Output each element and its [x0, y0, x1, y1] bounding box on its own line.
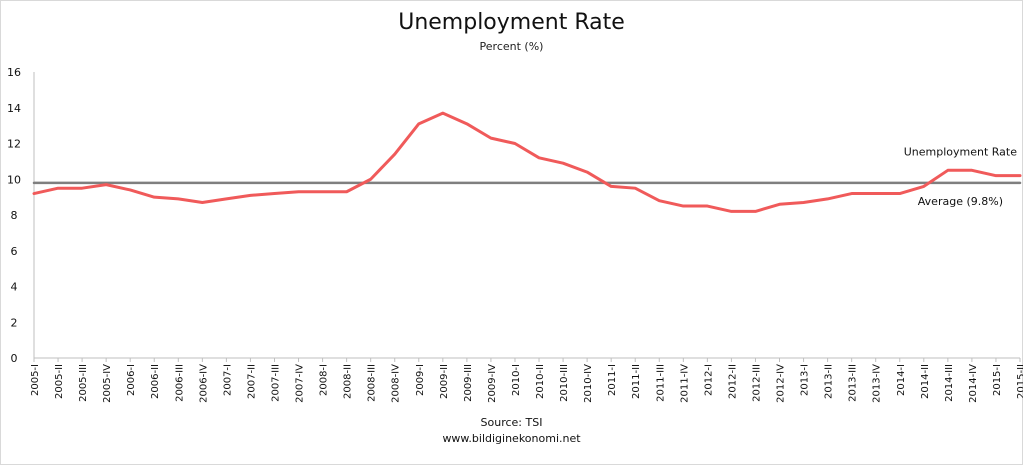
- x-tick-label: 2010-III: [559, 364, 570, 402]
- x-tick-label: 2009-IV: [487, 364, 498, 403]
- x-tick-label: 2011-III: [655, 364, 666, 402]
- unemployment-rate-line: [32, 111, 1022, 213]
- unemployment-rate-label: Unemployment Rate: [904, 146, 1018, 159]
- x-tick-label: 2008-IV: [391, 364, 402, 403]
- y-tick-label: 10: [7, 173, 21, 186]
- x-axis: 2005-I 2005-II 2005-III 2005-IV 2006-I 2006-I…: [30, 357, 1023, 403]
- x-tick-label: 2006-I: [126, 364, 137, 396]
- x-tick-label: 2009-I: [415, 364, 426, 396]
- x-tick-label: 2008-III: [367, 364, 378, 402]
- x-tick-label: 2010-I: [511, 364, 522, 396]
- x-tick-label: 2007-III: [270, 364, 281, 402]
- x-tick-label: 2005-I: [30, 364, 41, 396]
- x-tick-label: 2010-II: [535, 364, 546, 399]
- y-tick-label: 16: [7, 66, 21, 79]
- x-tick-label: 2008-II: [343, 364, 354, 399]
- x-tick-label: 2008-I: [319, 364, 330, 396]
- x-tick-label: 2006-II: [150, 364, 161, 399]
- x-tick-label: 2007-I: [222, 364, 233, 396]
- y-tick-label: 4: [11, 281, 18, 294]
- x-tick-label: 2015-II: [1016, 364, 1023, 399]
- y-tick-label: 2: [11, 316, 18, 329]
- x-tick-label: 2013-IV: [872, 364, 883, 403]
- x-tick-label: 2009-II: [439, 364, 450, 399]
- y-tick-label: 6: [11, 245, 18, 258]
- x-tick-label: 2014-III: [944, 364, 955, 402]
- x-tick-label: 2012-III: [751, 364, 762, 402]
- x-tick-label: 2013-III: [848, 364, 859, 402]
- x-tick-label: 2005-III: [78, 364, 89, 402]
- website-credit: www.bildiginekonomi.net: [442, 432, 581, 445]
- x-tick-label: 2011-I: [607, 364, 618, 396]
- x-tick-label: 2007-IV: [295, 364, 306, 403]
- x-tick-label: 2012-IV: [776, 364, 787, 403]
- x-tick-label: 2015-I: [992, 364, 1003, 396]
- x-tick-label: 2012-I: [703, 364, 714, 396]
- chart-title: Unemployment Rate: [398, 10, 625, 35]
- x-tick-label: 2007-II: [246, 364, 257, 399]
- y-tick-label: 12: [7, 138, 21, 151]
- x-tick-label: 2009-III: [463, 364, 474, 402]
- x-tick-label: 2005-IV: [102, 364, 113, 403]
- source-note: Source: TSI: [480, 416, 543, 429]
- series-labels: Unemployment Rate Average (9.8%): [904, 146, 1018, 208]
- x-tick-label: 2014-IV: [968, 364, 979, 403]
- x-tick-label: 2010-IV: [583, 364, 594, 403]
- x-tick-label: 2013-I: [800, 364, 811, 396]
- x-tick-label: 2011-IV: [679, 364, 690, 403]
- y-tick-label: 0: [11, 352, 18, 365]
- y-axis: 0 2 4 6 8 10 12 14 16: [7, 66, 35, 365]
- chart-subtitle: Percent (%): [479, 40, 544, 53]
- x-tick-label: 2006-III: [174, 364, 185, 402]
- y-tick-label: 14: [7, 102, 21, 115]
- x-tick-label: 2006-IV: [198, 364, 209, 403]
- x-tick-label: 2013-II: [824, 364, 835, 399]
- x-tick-label: 2014-I: [896, 364, 907, 396]
- series-lines: [32, 111, 1022, 213]
- average-label: Average (9.8%): [918, 195, 1003, 208]
- x-tick-label: 2011-II: [631, 364, 642, 399]
- x-tick-label: 2012-II: [727, 364, 738, 399]
- x-tick-label: 2005-II: [54, 364, 65, 399]
- x-tick-label: 2014-II: [920, 364, 931, 399]
- y-tick-label: 8: [11, 209, 18, 222]
